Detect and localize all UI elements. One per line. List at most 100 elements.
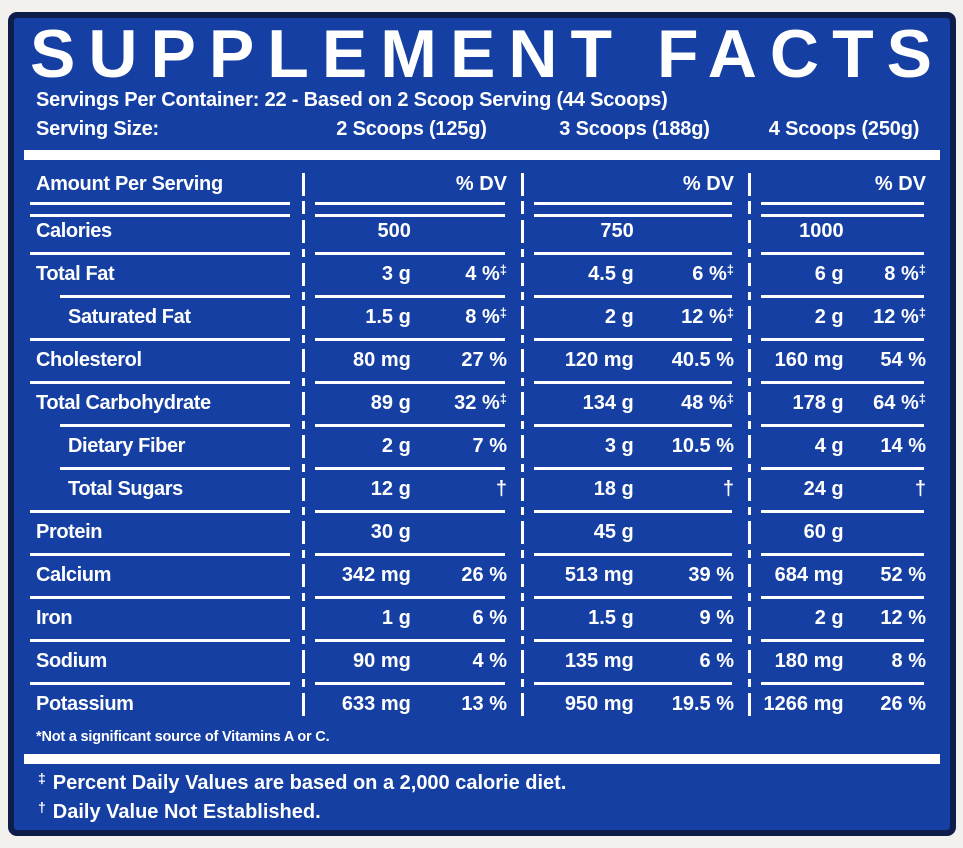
amount-value: 342 mg	[341, 564, 411, 586]
dv-value: 39 %	[688, 564, 734, 586]
dv-header: % DV	[682, 173, 734, 195]
facts-table: Amount Per Serving % DV % DV % DV Calori…	[30, 168, 940, 752]
row-separator	[30, 378, 940, 386]
amount-value: 1.5 g	[588, 607, 634, 629]
dv-value: 52 %	[880, 564, 926, 586]
amount-value: 950 mg	[564, 693, 634, 715]
page-title: SUPPLEMENT FACTS	[30, 24, 932, 86]
nutrient-row-protein: Protein 30 g 45 g 60 g	[30, 515, 940, 550]
dv-value: 48 %‡	[681, 391, 734, 414]
nutrient-name: Calories	[36, 220, 112, 242]
dv-value: 9 %	[699, 607, 734, 629]
amount-value: 4.5 g	[588, 263, 634, 285]
amount-value: 2 g	[381, 435, 411, 457]
dv-value: 4 %‡	[465, 262, 507, 285]
amount-per-serving-header: Amount Per Serving	[36, 173, 223, 195]
dv-header-cell: % DV	[302, 173, 521, 196]
serving-size-row: Serving Size: 2 Scoops (125g) 3 Scoops (…	[30, 118, 940, 141]
dv-value: 8 %	[891, 650, 926, 672]
nutrient-name: Iron	[36, 607, 73, 629]
dv-value: 7 %	[472, 435, 507, 457]
nutrient-name: Total Sugars	[68, 478, 183, 500]
nutrient-row-sodium: Sodium 90 mg 4 % 135 mg 6 % 180 mg 8 %	[30, 644, 940, 679]
dv-value: 13 %	[461, 693, 507, 715]
amount-value: 178 g	[792, 392, 844, 414]
dv-header: % DV	[455, 173, 507, 195]
nutrient-row-dietary-fiber: Dietary Fiber 2 g 7 % 3 g 10.5 % 4 g 14 %	[30, 429, 940, 464]
vitamins-footnote: *Not a significant source of Vitamins A …	[36, 729, 330, 745]
amount-value: 45 g	[593, 521, 634, 543]
top-divider-bar	[24, 150, 940, 160]
row-separator	[30, 636, 940, 644]
dv-value: 12 %‡	[681, 305, 734, 328]
nutrient-name: Cholesterol	[36, 349, 142, 371]
amount-value: 2 g	[604, 306, 634, 328]
amount-value: 90 mg	[353, 650, 411, 672]
dv-value: 40.5 %	[671, 349, 734, 371]
amount-value: 750	[600, 220, 634, 242]
amount-value: 89 g	[370, 392, 411, 414]
amount-value: 513 mg	[564, 564, 634, 586]
amount-value: 160 mg	[774, 349, 844, 371]
serving-size-label: Serving Size:	[36, 118, 159, 140]
amount-value: 12 g	[370, 478, 411, 500]
footnote-daily-values: ‡ Percent Daily Values are based on a 2,0…	[38, 770, 567, 794]
dv-value: 27 %	[461, 349, 507, 371]
dv-value: 54 %	[880, 349, 926, 371]
amount-value: 684 mg	[774, 564, 844, 586]
amount-value: 135 mg	[564, 650, 634, 672]
amount-value: 633 mg	[341, 693, 411, 715]
amount-value: 6 g	[814, 263, 844, 285]
dv-value: 6 %	[472, 607, 507, 629]
dv-header: % DV	[874, 173, 926, 195]
amount-value: 18 g	[593, 478, 634, 500]
dv-value: †	[495, 478, 507, 500]
amount-value: 24 g	[803, 478, 844, 500]
amount-value: 2 g	[814, 306, 844, 328]
table-footnote-row: *Not a significant source of Vitamins A …	[30, 722, 940, 752]
nutrient-row-total-sugars: Total Sugars 12 g † 18 g † 24 g †	[30, 472, 940, 507]
table-header-row: Amount Per Serving % DV % DV % DV	[30, 168, 940, 201]
amount-value: 134 g	[582, 392, 634, 414]
footnote-dv-not-established: † Daily Value Not Established.	[38, 799, 321, 823]
header-separator	[30, 201, 940, 217]
nutrient-row-calories: Calories 500 750 1000	[30, 214, 940, 249]
dv-value: 8 %‡	[465, 305, 507, 328]
nutrient-name: Total Carbohydrate	[36, 392, 211, 414]
serving-column-3-scoops: 3 Scoops (188g)	[559, 118, 710, 140]
nutrient-row-calcium: Calcium 342 mg 26 % 513 mg 39 % 684 mg 52 %	[30, 558, 940, 593]
supplement-label: SUPPLEMENT FACTS Servings Per Container:…	[8, 12, 956, 836]
bottom-divider-bar	[24, 754, 940, 764]
nutrient-row-total-carbohydrate: Total Carbohydrate 89 g 32 %‡ 134 g 48 %‡ …	[30, 386, 940, 421]
servings-per-container: Servings Per Container: 22 - Based on 2 …	[36, 89, 668, 111]
dv-value: 32 %‡	[454, 391, 507, 414]
amount-value: 4 g	[814, 435, 844, 457]
amount-value: 30 g	[370, 521, 411, 543]
dv-value: 8 %‡	[884, 262, 926, 285]
row-separator-indented	[30, 421, 940, 429]
row-separator-indented	[30, 464, 940, 472]
amount-value: 1000	[799, 220, 844, 242]
dv-value: 10.5 %	[671, 435, 734, 457]
dv-value: 14 %	[880, 435, 926, 457]
amount-value: 180 mg	[774, 650, 844, 672]
amount-value: 500	[377, 220, 411, 242]
dv-value: 19.5 %	[671, 693, 734, 715]
amount-value: 60 g	[803, 521, 844, 543]
nutrient-row-cholesterol: Cholesterol 80 mg 27 % 120 mg 40.5 % 160 m…	[30, 343, 940, 378]
footnotes: ‡ Percent Daily Values are based on a 2,0…	[30, 769, 940, 827]
dv-value: 26 %	[880, 693, 926, 715]
amount-value: 2 g	[814, 607, 844, 629]
double-dagger-symbol: ‡	[38, 770, 46, 786]
dv-value: 26 %	[461, 564, 507, 586]
serving-column-2-scoops: 2 Scoops (125g)	[336, 118, 487, 140]
amount-value: 3 g	[381, 263, 411, 285]
dagger-symbol: †	[38, 799, 46, 815]
nutrient-name: Potassium	[36, 693, 134, 715]
amount-value: 3 g	[604, 435, 634, 457]
amount-value: 120 mg	[564, 349, 634, 371]
nutrient-name: Total Fat	[36, 263, 115, 285]
serving-column-4-scoops: 4 Scoops (250g)	[768, 118, 920, 140]
dv-header-cell: % DV	[748, 173, 940, 196]
